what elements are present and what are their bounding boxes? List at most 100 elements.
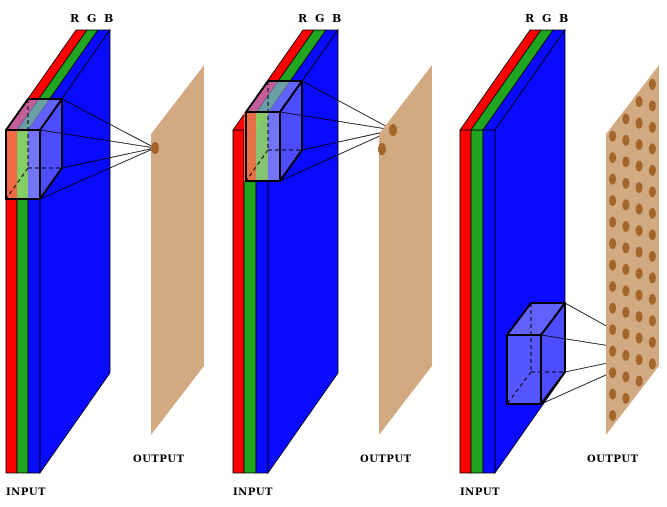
input-label: INPUT xyxy=(6,487,46,498)
output-dot xyxy=(635,203,643,215)
output-dot xyxy=(648,336,656,348)
output-dot xyxy=(635,225,643,237)
output-dot xyxy=(622,242,630,254)
output-dot xyxy=(609,367,617,379)
kernel-front-blue xyxy=(268,112,280,181)
kernel-top xyxy=(507,303,565,335)
kernel-side xyxy=(280,81,302,181)
output-dot xyxy=(648,186,656,198)
output-dot xyxy=(648,315,656,327)
output-dot xyxy=(648,78,656,90)
output-dot xyxy=(622,177,630,189)
panel-1: R G B OUTPUT INPUT xyxy=(5,12,204,498)
output-dot xyxy=(609,302,617,314)
output-dot xyxy=(389,124,397,136)
output-dot xyxy=(635,332,643,344)
output-dot xyxy=(648,121,656,133)
output-dot xyxy=(635,96,643,108)
output-dot xyxy=(635,289,643,301)
channel-label-b: B xyxy=(104,12,113,25)
output-dot xyxy=(622,220,630,232)
kernel-front-blue xyxy=(28,130,40,199)
output-dot xyxy=(609,410,617,422)
output-dot xyxy=(609,388,617,400)
output-dot xyxy=(609,324,617,336)
panel-2: R G B OUTPUT INPUT xyxy=(232,12,432,498)
red-channel-front xyxy=(232,129,245,474)
output-dot xyxy=(648,207,656,219)
output-dot xyxy=(151,142,159,154)
output-dot xyxy=(635,160,643,172)
output-dot xyxy=(378,143,386,155)
output-label: OUTPUT xyxy=(587,454,639,465)
red-channel-front xyxy=(459,129,472,474)
kernel-side xyxy=(40,99,62,199)
output-dot xyxy=(635,246,643,258)
output-dot xyxy=(609,345,617,357)
output-dot xyxy=(648,100,656,112)
projection-lines xyxy=(39,98,156,200)
output-dot xyxy=(622,199,630,211)
output-dot xyxy=(609,216,617,228)
kernel-cube xyxy=(5,98,63,200)
output-dot xyxy=(622,306,630,318)
output-dot xyxy=(622,113,630,125)
output-dot xyxy=(622,349,630,361)
channel-label-b: B xyxy=(332,12,341,25)
green-channel-front xyxy=(470,129,484,474)
output-sheet xyxy=(606,65,659,435)
output-dot xyxy=(622,371,630,383)
input-label: INPUT xyxy=(233,487,273,498)
output-dot xyxy=(648,293,656,305)
projection-lines xyxy=(279,80,394,182)
output-dot xyxy=(609,152,617,164)
output-dot xyxy=(609,238,617,250)
kernel-front-green xyxy=(256,112,268,181)
output-plane xyxy=(378,65,432,435)
output-dot xyxy=(648,358,656,370)
output-dot xyxy=(648,250,656,262)
kernel-top xyxy=(6,99,62,130)
output-dot xyxy=(609,195,617,207)
output-sheet xyxy=(379,65,432,435)
channel-label-r: R xyxy=(70,12,80,25)
output-label: OUTPUT xyxy=(360,454,412,465)
channel-label-g: G xyxy=(315,12,324,25)
output-dot xyxy=(622,156,630,168)
channel-label-r: R xyxy=(525,12,535,25)
output-plane xyxy=(606,65,659,435)
output-dot xyxy=(622,392,630,404)
output-dot xyxy=(648,229,656,241)
output-dot xyxy=(635,311,643,323)
output-dot xyxy=(609,281,617,293)
kernel-cube xyxy=(506,302,566,405)
output-label: OUTPUT xyxy=(133,454,185,465)
output-dot xyxy=(622,285,630,297)
output-dot xyxy=(635,117,643,129)
output-dot xyxy=(609,130,617,142)
output-dot xyxy=(648,164,656,176)
input-volume xyxy=(5,28,111,475)
channel-label-g: G xyxy=(87,12,96,25)
output-dot xyxy=(635,375,643,387)
output-dot xyxy=(622,328,630,340)
output-dot xyxy=(635,354,643,366)
output-dot xyxy=(648,143,656,155)
output-dot xyxy=(635,139,643,151)
output-dot xyxy=(622,263,630,275)
kernel-front-green xyxy=(17,130,28,199)
kernel-front-red xyxy=(6,130,17,199)
channel-label-g: G xyxy=(542,12,551,25)
input-label: INPUT xyxy=(460,487,500,498)
kernel-cube xyxy=(244,80,303,182)
blue-channel-front xyxy=(482,129,496,474)
channel-label-r: R xyxy=(298,12,308,25)
output-sheet xyxy=(151,65,204,435)
input-volume xyxy=(459,28,566,475)
channel-label-b: B xyxy=(559,12,568,25)
output-dot xyxy=(635,268,643,280)
output-dot xyxy=(622,134,630,146)
output-dot xyxy=(648,272,656,284)
